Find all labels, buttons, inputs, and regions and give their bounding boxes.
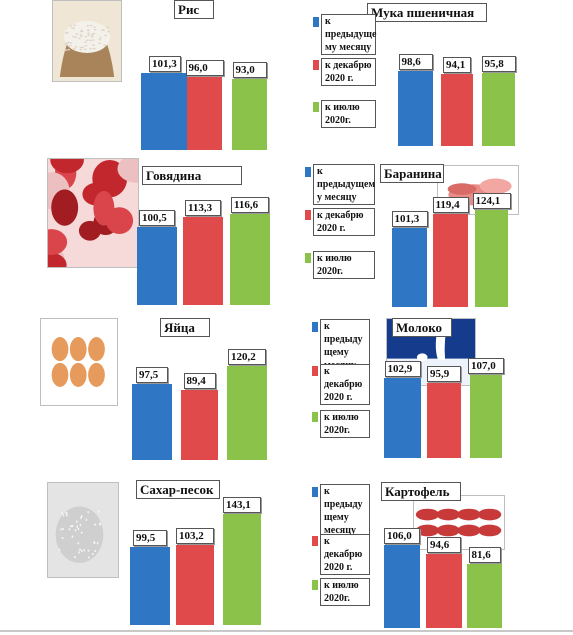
potato-legend-label-1: к предыду щему месяцу xyxy=(320,484,370,538)
lamb-legend-label-1: к предыдущем у месяцу xyxy=(313,164,375,205)
milk-legend-marker-2 xyxy=(312,366,318,376)
milk-bar-2 xyxy=(427,383,461,458)
milk-value-label-1: 102,9 xyxy=(384,361,421,377)
potato-title: Картофель xyxy=(381,482,461,501)
beef-bar-1 xyxy=(137,227,177,305)
potato-value-label-2: 94,6 xyxy=(427,537,461,553)
lamb-legend-label-2: к декабрю 2020 г. xyxy=(313,208,375,236)
potato-legend-marker-2 xyxy=(312,536,318,546)
milk-value-label-3: 107,0 xyxy=(468,358,504,374)
flour-bar-2 xyxy=(441,74,473,146)
rice-title: Рис xyxy=(174,0,214,19)
eggs-value-label-1: 97,5 xyxy=(136,367,168,383)
rice-bar-1 xyxy=(141,73,189,150)
sugar-value-label-2: 103,2 xyxy=(176,528,214,544)
potato-value-label-3: 81,6 xyxy=(468,547,501,563)
lamb-bar-1 xyxy=(392,228,427,307)
flour-legend-label-1: к предыдуще му месяцу xyxy=(321,14,376,55)
rice-value-label-2: 96,0 xyxy=(185,60,224,76)
milk-bar-3 xyxy=(470,375,502,458)
sugar-title: Сахар-песок xyxy=(136,480,220,499)
eggs-bar-3 xyxy=(227,366,267,460)
sugar-icon xyxy=(47,482,119,578)
lamb-legend-marker-1 xyxy=(305,167,311,177)
flour-legend-marker-1 xyxy=(313,17,319,27)
sugar-value-label-1: 99,5 xyxy=(133,530,167,546)
milk-bar-1 xyxy=(384,378,421,458)
eggs-value-label-3: 120,2 xyxy=(228,349,266,365)
milk-legend-label-3: к июлю 2020г. xyxy=(320,410,370,438)
lamb-value-label-3: 124,1 xyxy=(472,193,511,209)
flour-value-label-3: 95,8 xyxy=(481,56,516,72)
rice-icon xyxy=(52,0,122,82)
flour-legend-label-2: к декабрю 2020 г. xyxy=(321,58,376,86)
lamb-bar-2 xyxy=(433,214,468,307)
sugar-bar-3 xyxy=(223,514,261,625)
flour-bar-1 xyxy=(398,71,433,146)
eggs-bar-1 xyxy=(132,384,172,460)
flour-value-label-1: 98,6 xyxy=(398,54,433,70)
eggs-title: Яйца xyxy=(160,318,210,337)
potato-bar-3 xyxy=(467,564,502,628)
potato-legend-marker-3 xyxy=(312,580,318,590)
rice-value-label-1: 101,3 xyxy=(149,56,181,72)
potato-legend-marker-1 xyxy=(312,487,318,497)
eggs-icon xyxy=(40,318,118,406)
lamb-legend-marker-3 xyxy=(305,253,311,263)
bottom-rule xyxy=(0,630,573,632)
beef-value-label-3: 116,6 xyxy=(231,197,269,213)
beef-title: Говядина xyxy=(142,166,242,185)
flour-bar-3 xyxy=(482,73,515,146)
rice-bar-3 xyxy=(232,79,267,150)
potato-bar-2 xyxy=(426,554,462,628)
lamb-legend-marker-2 xyxy=(305,210,311,220)
milk-title: Молоко xyxy=(392,318,452,337)
rice-value-label-3: 93,0 xyxy=(232,62,267,78)
flour-legend-label-3: к июлю 2020г. xyxy=(321,100,376,128)
potato-legend-label-3: к июлю 2020г. xyxy=(320,578,370,606)
lamb-title: Баранина xyxy=(380,164,444,183)
milk-legend-label-2: к декабрю 2020 г. xyxy=(320,364,370,405)
lamb-legend-label-3: к июлю 2020г. xyxy=(313,251,375,279)
flour-title: Мука пшеничная xyxy=(367,3,487,22)
sugar-bar-1 xyxy=(130,547,170,625)
milk-legend-marker-1 xyxy=(312,322,318,332)
potato-legend-label-2: к декабрю 2020 г. xyxy=(320,534,370,575)
milk-value-label-2: 95,9 xyxy=(427,366,461,382)
flour-legend-marker-3 xyxy=(313,102,319,112)
eggs-bar-2 xyxy=(181,390,218,460)
lamb-value-label-1: 101,3 xyxy=(391,211,428,227)
rice-bar-2 xyxy=(187,77,222,150)
sugar-value-label-3: 143,1 xyxy=(223,497,261,513)
beef-bar-3 xyxy=(230,214,270,305)
beef-value-label-1: 100,5 xyxy=(139,210,175,226)
beef-icon xyxy=(47,158,139,268)
beef-value-label-2: 113,3 xyxy=(185,200,221,216)
flour-value-label-2: 94,1 xyxy=(443,57,471,73)
potato-value-label-1: 106,0 xyxy=(384,528,420,544)
eggs-value-label-2: 89,4 xyxy=(183,373,216,389)
flour-legend-marker-2 xyxy=(313,60,319,70)
beef-bar-2 xyxy=(183,217,223,305)
lamb-bar-3 xyxy=(475,210,508,307)
lamb-value-label-2: 119,4 xyxy=(432,197,469,213)
milk-legend-marker-3 xyxy=(312,412,318,422)
potato-bar-1 xyxy=(384,545,420,628)
sugar-bar-2 xyxy=(176,545,214,625)
